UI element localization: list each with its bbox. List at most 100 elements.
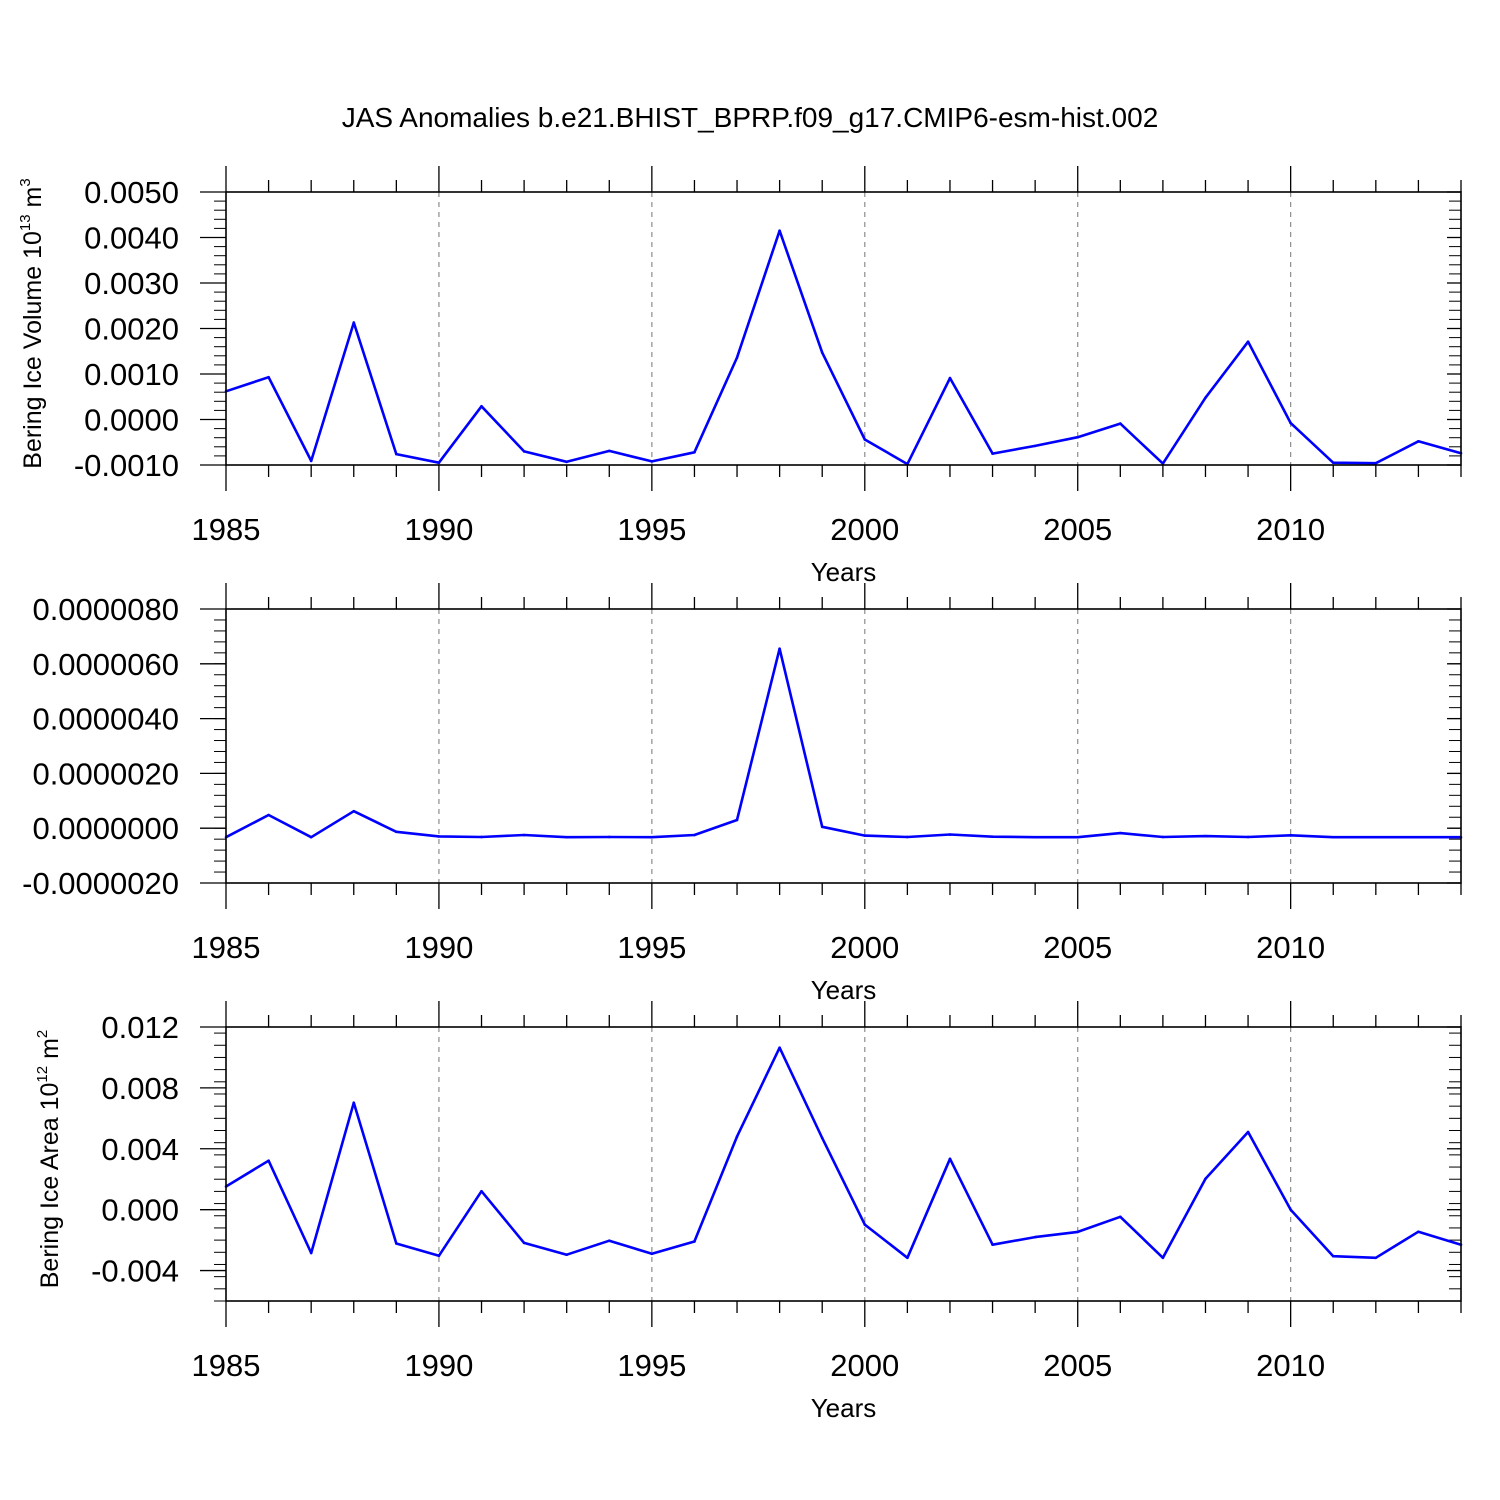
y-tick-label: 0.000 xyxy=(101,1193,179,1228)
data-point xyxy=(522,450,526,453)
x-axis-label: Years xyxy=(811,1393,877,1423)
data-point xyxy=(1331,835,1335,839)
data-point xyxy=(267,813,270,817)
plot-frame xyxy=(225,191,1462,466)
data-point xyxy=(735,1135,739,1138)
data-point xyxy=(1204,396,1207,399)
data-point xyxy=(948,376,952,380)
y-axis-label-unit: m xyxy=(36,1038,64,1066)
x-tick-label: 2005 xyxy=(1043,512,1112,547)
x-axis-label: Years xyxy=(811,975,877,1005)
data-point xyxy=(352,809,356,813)
x-tick-label: 1985 xyxy=(192,512,261,547)
data-point xyxy=(863,1223,867,1226)
data-point xyxy=(607,449,611,453)
data-point xyxy=(948,833,952,836)
data-point xyxy=(1076,835,1080,839)
x-tick-label: 1990 xyxy=(404,1348,473,1383)
y-tick-label: -0.0000020 xyxy=(22,866,179,901)
data-point xyxy=(778,229,781,232)
data-point xyxy=(1417,835,1420,839)
data-point xyxy=(1289,834,1292,837)
y-tick-label: 0.0050 xyxy=(84,175,179,210)
data-point xyxy=(607,1239,611,1243)
data-point xyxy=(991,452,994,455)
chart-title: JAS Anomalies b.e21.BHIST_BPRP.f09_g17.C… xyxy=(342,102,1159,133)
y-axis-label-base: Bering Ice Area 10 xyxy=(36,1083,64,1289)
data-point xyxy=(309,459,313,463)
data-point xyxy=(522,833,526,837)
x-tick-label: 1995 xyxy=(617,1348,686,1383)
data-point xyxy=(1374,1256,1378,1260)
data-point xyxy=(1417,1230,1420,1234)
panel-1: 0.0050 0.0040 0.0030 0.0020 0.0010 0.0000 -0.0… xyxy=(17,166,1463,587)
x-tick-label: 2000 xyxy=(830,930,899,965)
y-tick-label: 0.004 xyxy=(101,1132,179,1167)
data-point xyxy=(395,830,398,834)
data-point xyxy=(1119,1215,1122,1219)
y-tick-label: -0.004 xyxy=(91,1254,179,1289)
data-point xyxy=(309,1251,313,1255)
x-tick-label: 2000 xyxy=(830,512,899,547)
x-tick-label: 2010 xyxy=(1256,1348,1325,1383)
y-tick-label: 0.0000060 xyxy=(32,647,179,682)
data-point xyxy=(607,835,611,839)
data-point xyxy=(395,1242,398,1245)
data-point xyxy=(565,1253,568,1257)
data-point xyxy=(1246,340,1250,343)
data-point xyxy=(820,351,824,354)
data-point xyxy=(437,1254,441,1258)
x-tick-label: 2005 xyxy=(1043,930,1112,965)
data-point xyxy=(1033,835,1037,839)
data-point xyxy=(267,375,270,379)
y-tick-label: 0.0040 xyxy=(84,221,179,256)
data-point xyxy=(1033,444,1037,448)
x-axis-label: Years xyxy=(811,557,877,587)
y-tick-label: -0.0010 xyxy=(74,448,179,483)
data-point xyxy=(1246,835,1250,839)
data-point xyxy=(437,835,441,838)
y-axis-label-unit-exp: 3 xyxy=(17,178,34,186)
data-point xyxy=(1076,1230,1080,1234)
x-tick-label: 2010 xyxy=(1256,930,1325,965)
panel-3: 0.012 0.008 0.004 0.000 -0.004 1985 1990 1995 20… xyxy=(34,1001,1463,1423)
y-axis-label-base: Bering Ice Volume 10 xyxy=(19,231,47,469)
x-tick-label: 1985 xyxy=(192,1348,261,1383)
x-tick-label: 2010 xyxy=(1256,512,1325,547)
y-axis-label-exp: 13 xyxy=(17,214,34,231)
data-point xyxy=(906,1256,909,1260)
data-point xyxy=(565,460,568,464)
y-tick-label: 0.0000000 xyxy=(32,811,179,846)
y-tick-label: 0.0000080 xyxy=(32,592,179,627)
data-point xyxy=(693,1240,696,1243)
y-axis-label-unit-exp: 2 xyxy=(34,1030,51,1038)
x-tick-label: 1990 xyxy=(404,512,473,547)
data-point xyxy=(1417,440,1420,443)
x-tick-label: 2000 xyxy=(830,1348,899,1383)
data-point xyxy=(735,818,739,822)
data-point xyxy=(1033,1235,1037,1239)
data-point xyxy=(309,835,313,839)
data-point xyxy=(1119,422,1122,425)
data-point xyxy=(480,1189,483,1193)
data-point xyxy=(1331,1254,1335,1258)
y-axis-label: Bering Ice Volume 1013 m3 xyxy=(17,178,47,468)
panel-2: 0.0000080 0.0000060 0.0000040 0.0000020 0.00… xyxy=(22,583,1463,1005)
data-point xyxy=(1331,461,1335,465)
data-point xyxy=(565,835,568,839)
x-tick-label: 1985 xyxy=(192,930,261,965)
data-point xyxy=(650,1252,654,1256)
y-axis-label: Bering Ice Area 1012 m2 xyxy=(34,1030,64,1289)
plot-frame xyxy=(225,1026,1462,1302)
panels: 0.0050 0.0040 0.0030 0.0020 0.0010 0.0000 -0.0… xyxy=(17,166,1463,1423)
plot-frame xyxy=(225,608,1462,884)
x-tick-label: 1990 xyxy=(404,930,473,965)
data-point xyxy=(650,460,654,463)
y-axis-label-unit: m xyxy=(19,187,47,215)
y-tick-label: 0.0030 xyxy=(84,266,179,301)
data-point xyxy=(1119,831,1122,835)
data-point xyxy=(1289,421,1292,425)
y-tick-label: 0.0000020 xyxy=(32,756,179,791)
data-point xyxy=(1204,834,1207,838)
